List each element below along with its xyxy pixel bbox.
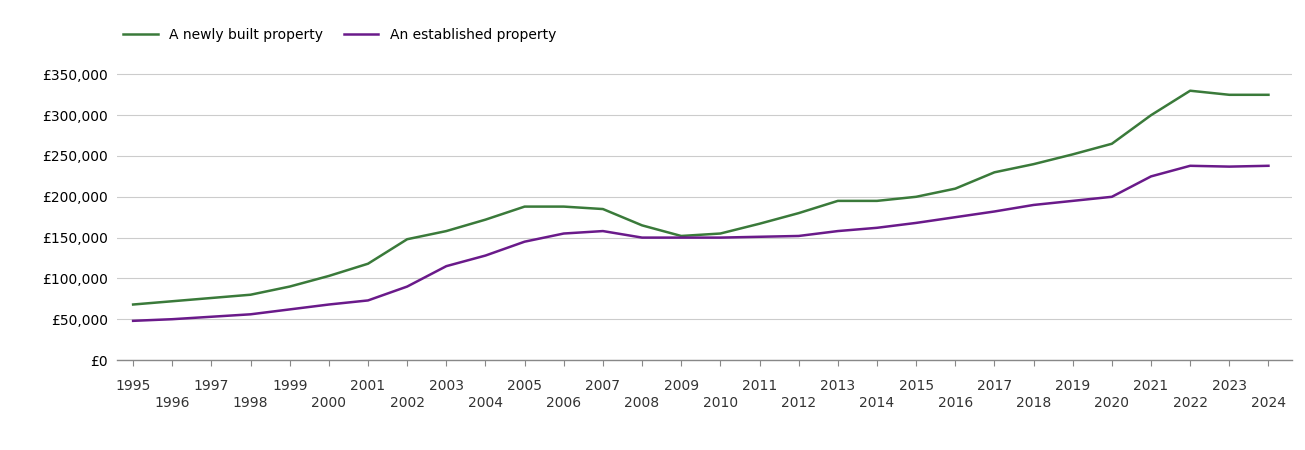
An established property: [908, 220, 924, 225]
A newly built property: [1221, 92, 1237, 98]
An established property: [1143, 174, 1159, 179]
Text: 2000: 2000: [312, 396, 346, 410]
Text: 2001: 2001: [351, 379, 385, 393]
A newly built property: [1261, 92, 1276, 98]
An established property: [634, 235, 650, 240]
A newly built property: [791, 211, 806, 216]
An established property: [360, 298, 376, 303]
Text: 2009: 2009: [664, 379, 698, 393]
An established property: [243, 311, 258, 317]
An established property: [830, 228, 846, 234]
Text: 2016: 2016: [937, 396, 974, 410]
Text: 2006: 2006: [547, 396, 581, 410]
Text: 2014: 2014: [860, 396, 894, 410]
Text: 2015: 2015: [899, 379, 933, 393]
Text: 1998: 1998: [232, 396, 269, 410]
An established property: [869, 225, 885, 230]
A newly built property: [634, 223, 650, 228]
Text: 2021: 2021: [1134, 379, 1168, 393]
A newly built property: [1143, 112, 1159, 118]
A newly built property: [360, 261, 376, 266]
A newly built property: [869, 198, 885, 203]
Text: 2007: 2007: [586, 379, 620, 393]
A newly built property: [204, 295, 219, 301]
Text: 1996: 1996: [154, 396, 191, 410]
Line: A newly built property: A newly built property: [133, 91, 1268, 305]
Text: 2019: 2019: [1054, 379, 1091, 393]
An established property: [791, 233, 806, 238]
A newly built property: [282, 284, 298, 289]
An established property: [399, 284, 415, 289]
A newly built property: [243, 292, 258, 297]
Text: 2023: 2023: [1212, 379, 1246, 393]
An established property: [517, 239, 532, 244]
An established property: [947, 215, 963, 220]
A newly built property: [478, 217, 493, 222]
Text: 1997: 1997: [193, 379, 230, 393]
A newly built property: [595, 207, 611, 212]
An established property: [1065, 198, 1081, 203]
Text: 2024: 2024: [1251, 396, 1285, 410]
Text: 2002: 2002: [390, 396, 424, 410]
Text: 2005: 2005: [508, 379, 542, 393]
A newly built property: [556, 204, 572, 209]
A newly built property: [987, 170, 1002, 175]
Text: 2011: 2011: [741, 379, 778, 393]
An established property: [478, 253, 493, 258]
A newly built property: [908, 194, 924, 199]
A newly built property: [517, 204, 532, 209]
An established property: [1261, 163, 1276, 168]
Text: 2012: 2012: [782, 396, 816, 410]
An established property: [752, 234, 767, 239]
An established property: [595, 228, 611, 234]
An established property: [673, 235, 689, 240]
An established property: [1221, 164, 1237, 169]
Text: 2020: 2020: [1095, 396, 1129, 410]
A newly built property: [1182, 88, 1198, 94]
Legend: A newly built property, An established property: A newly built property, An established p…: [117, 23, 561, 48]
Text: 2003: 2003: [429, 379, 463, 393]
An established property: [987, 209, 1002, 214]
A newly built property: [1104, 141, 1120, 146]
Text: 1999: 1999: [271, 379, 308, 393]
A newly built property: [321, 273, 337, 279]
Text: 1995: 1995: [115, 379, 151, 393]
An established property: [164, 316, 180, 322]
Text: 2010: 2010: [703, 396, 737, 410]
An established property: [125, 318, 141, 324]
Text: 2022: 2022: [1173, 396, 1207, 410]
A newly built property: [713, 231, 728, 236]
A newly built property: [164, 298, 180, 304]
A newly built property: [1065, 152, 1081, 157]
Text: 2018: 2018: [1015, 396, 1052, 410]
Text: 2013: 2013: [821, 379, 855, 393]
An established property: [556, 231, 572, 236]
An established property: [1026, 202, 1041, 207]
A newly built property: [830, 198, 846, 203]
An established property: [1182, 163, 1198, 168]
An established property: [282, 307, 298, 312]
An established property: [1104, 194, 1120, 199]
An established property: [713, 235, 728, 240]
An established property: [438, 263, 454, 269]
An established property: [204, 314, 219, 319]
Text: 2008: 2008: [625, 396, 659, 410]
Text: 2004: 2004: [468, 396, 502, 410]
An established property: [321, 302, 337, 307]
A newly built property: [438, 228, 454, 234]
A newly built property: [125, 302, 141, 307]
A newly built property: [673, 233, 689, 238]
A newly built property: [1026, 162, 1041, 167]
Text: 2017: 2017: [977, 379, 1011, 393]
A newly built property: [947, 186, 963, 191]
A newly built property: [399, 237, 415, 242]
A newly built property: [752, 221, 767, 226]
Line: An established property: An established property: [133, 166, 1268, 321]
